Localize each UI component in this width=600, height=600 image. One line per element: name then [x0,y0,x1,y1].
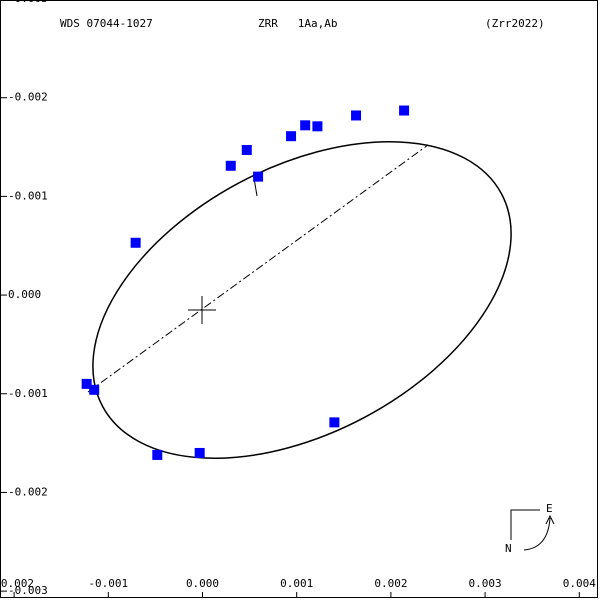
x-tick-label: 0.000 [186,577,219,590]
x-tick-label: 0.002 [374,577,407,590]
point [253,171,264,182]
compass-arrow [523,514,555,551]
x-tick-label: -0.001 [88,577,128,590]
y-tick-label: 0.000 [8,288,41,301]
point [194,447,205,458]
point [286,131,297,142]
y-tick-label: -0.001 [8,387,48,400]
compass-east: E [546,502,553,515]
x-tick-label: 0.003 [469,577,502,590]
x-tick-label: 0.001 [280,577,313,590]
compass-north: N [505,542,512,555]
point [241,145,252,155]
chart-subtitle: ZRR 1Aa,Ab [258,17,337,30]
annotation: (Zrr2022) [485,17,545,30]
point [329,417,340,428]
x-tick-label: -0.002 [0,577,34,590]
compass [510,509,540,540]
y-tick-label: -0.003 [8,584,48,597]
point [81,378,92,389]
y-tick-label: -0.002 [8,485,48,498]
line-of-apsides [87,144,429,393]
y-tick-label: -0.003 [8,0,48,5]
point [300,120,311,131]
point [351,110,362,121]
point [152,449,163,460]
chart-title: WDS 07044-1027 [60,17,153,30]
point [312,121,323,132]
orbit [92,140,512,460]
y-tick-label: -0.002 [8,91,48,104]
point [399,105,410,116]
point [225,160,236,171]
point [130,237,141,248]
y-tick-label: -0.001 [8,189,48,202]
x-tick-label: 0.004 [563,577,596,590]
point [89,384,100,395]
